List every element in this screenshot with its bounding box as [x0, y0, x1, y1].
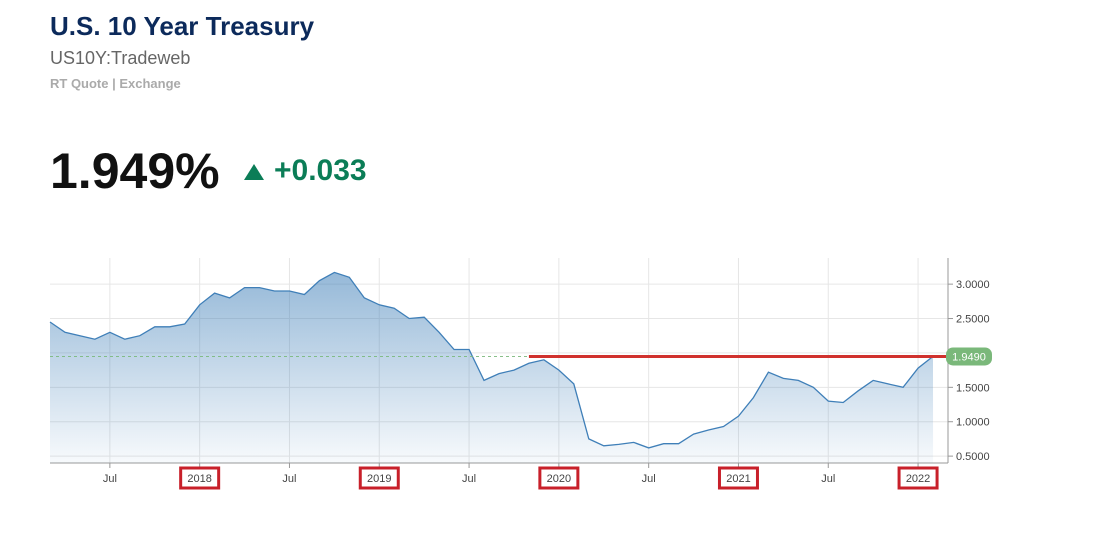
y-tick-label: 3.0000: [956, 279, 990, 291]
tick-highlight: [538, 466, 580, 490]
x-tick-label: Jul: [282, 473, 296, 485]
tick-highlight: [358, 466, 400, 490]
last-value-badge: [946, 347, 992, 366]
x-tick-label: 2022: [906, 473, 930, 485]
y-tick-label: 1.0000: [956, 417, 990, 429]
y-tick-label: 0.5000: [956, 451, 990, 463]
x-tick-label: Jul: [642, 473, 656, 485]
tick-highlight: [717, 466, 759, 490]
symbol: US10Y:Tradeweb: [50, 48, 190, 68]
line: [49, 271, 934, 449]
up-arrow: [244, 164, 264, 180]
last-value-label: 1.9490: [952, 351, 986, 363]
tick-highlight: [897, 466, 939, 490]
source: RT Quote | Exchange: [50, 76, 181, 91]
y-tick-label: 1.5000: [956, 382, 990, 394]
x-tick-label: 2021: [726, 473, 750, 485]
y-tick-label: 2.5000: [956, 314, 990, 326]
area: [50, 272, 934, 463]
title: U.S. 10 Year Treasury: [50, 11, 315, 41]
x-tick-label: Jul: [821, 473, 835, 485]
x-tick-label: 2018: [187, 473, 211, 485]
x-tick-label: Jul: [103, 473, 117, 485]
chart: 0.50001.00001.50002.00002.50003.0000Jul2…: [49, 258, 992, 490]
tick-highlight: [179, 466, 221, 490]
x-tick-label: Jul: [462, 473, 476, 485]
price: 1.949%: [50, 143, 220, 199]
change: +0.033: [274, 154, 367, 187]
x-tick-label: 2020: [547, 473, 571, 485]
x-tick-label: 2019: [367, 473, 391, 485]
